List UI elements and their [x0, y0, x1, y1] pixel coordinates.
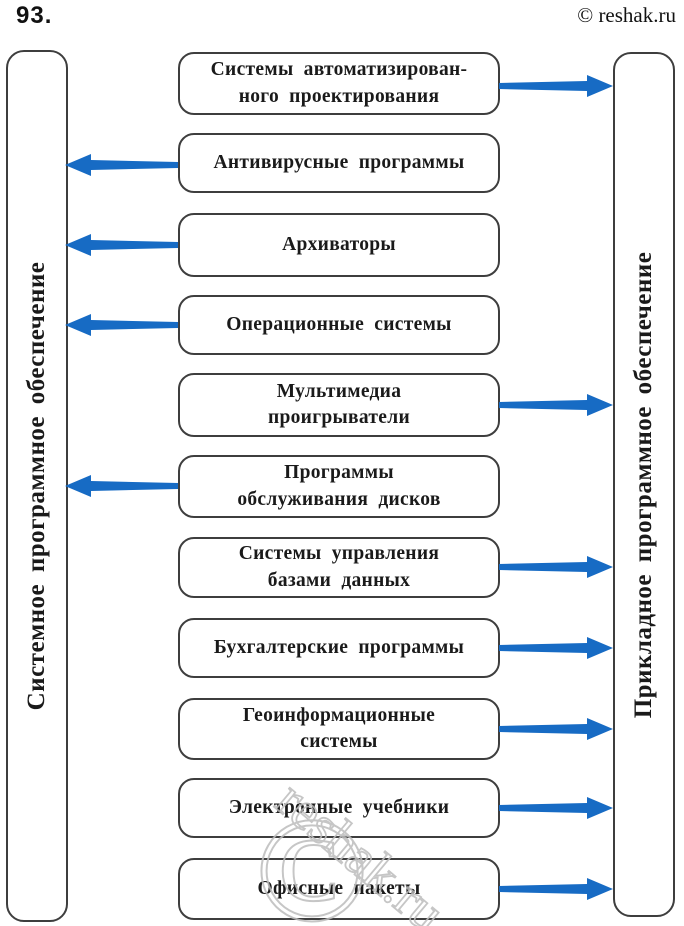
software-box-office: Офисные пакеты [178, 858, 500, 920]
software-box-os: Операционные системы [178, 295, 500, 355]
box-label: Операционные системы [226, 313, 452, 335]
arrow-right-icon [499, 71, 614, 101]
box-label: Мультимедиа проигрыватели [267, 380, 411, 428]
box-label: Геоинформационные системы [242, 704, 436, 752]
software-box-multimedia: Мультимедиа проигрыватели [178, 373, 500, 437]
arrow-right-icon [499, 633, 614, 663]
software-box-etextbooks: Электронные учебники [178, 778, 500, 838]
applied-software-label: Прикладное программное обеспечение [630, 251, 657, 718]
applied-software-bar: Прикладное программное обеспечение [613, 52, 675, 917]
arrow-right-icon [499, 390, 614, 420]
arrow-right-icon [499, 714, 614, 744]
box-label: Системы управления базами данных [238, 543, 440, 591]
arrow-left-icon [64, 230, 178, 260]
system-software-label: Системное программное обеспечение [23, 261, 50, 711]
system-software-bar: Системное программное обеспечение [6, 50, 68, 922]
box-label: Системы автоматизирован- ного проектиров… [210, 59, 468, 107]
arrow-right-icon [499, 552, 614, 582]
software-box-gis: Геоинформационные системы [178, 698, 500, 760]
arrow-left-icon [64, 310, 178, 340]
software-box-cad: Системы автоматизирован- ного проектиров… [178, 52, 500, 115]
software-box-archivers: Архиваторы [178, 213, 500, 277]
box-label: Архиваторы [282, 233, 396, 255]
page-number: 93. [16, 2, 53, 29]
box-label: Антивирусные программы [213, 151, 465, 173]
box-label: Бухгалтерские программы [213, 636, 465, 658]
software-box-accounting: Бухгалтерские программы [178, 618, 500, 678]
software-box-antivirus: Антивирусные программы [178, 133, 500, 193]
arrow-right-icon [499, 874, 614, 904]
arrow-right-icon [499, 793, 614, 823]
arrow-left-icon [64, 471, 178, 501]
arrow-left-icon [64, 150, 178, 180]
box-label: Программы обслуживания дисков [237, 462, 441, 510]
box-label: Электронные учебники [228, 796, 450, 818]
software-box-dbms: Системы управления базами данных [178, 537, 500, 598]
software-box-disk-service: Программы обслуживания дисков [178, 455, 500, 518]
box-label: Офисные пакеты [257, 877, 421, 899]
copyright-notice: © reshak.ru [577, 3, 676, 27]
